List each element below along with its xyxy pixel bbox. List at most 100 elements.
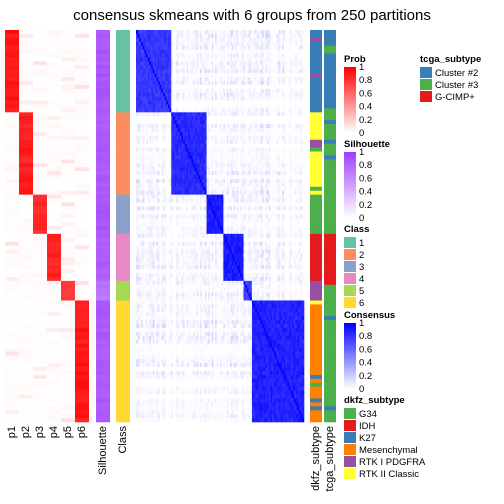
consensus-cell (194, 92, 197, 97)
consensus-cell (184, 92, 187, 97)
consensus-cell (253, 73, 256, 78)
consensus-cell (184, 104, 187, 109)
consensus-cell (258, 171, 261, 176)
consensus-cell (272, 155, 275, 160)
consensus-cell (186, 30, 189, 35)
consensus-cell (241, 131, 244, 137)
consensus-cell (268, 41, 271, 46)
prob-cell (5, 116, 19, 121)
consensus-cell (243, 182, 246, 188)
consensus-cell (193, 112, 196, 117)
consensus-cell (204, 33, 207, 39)
consensus-cell (268, 167, 271, 172)
consensus-cell (287, 163, 290, 168)
consensus-cell (225, 167, 228, 172)
prob-cell (5, 171, 19, 176)
consensus-cell (272, 159, 275, 164)
consensus-cell (288, 108, 291, 113)
consensus-cell (139, 135, 142, 141)
consensus-cell (295, 182, 298, 188)
prob-cell (33, 88, 47, 94)
consensus-cell (221, 57, 224, 62)
consensus-cell (194, 84, 197, 90)
consensus-cell (169, 124, 172, 129)
consensus-cell (162, 77, 165, 82)
consensus-cell (199, 182, 202, 188)
consensus-cell (241, 92, 244, 97)
consensus-cell (275, 88, 278, 94)
consensus-cell (213, 61, 216, 66)
prob-cell (47, 108, 61, 113)
consensus-cell (203, 143, 206, 148)
consensus-cell (231, 190, 234, 195)
consensus-cell (201, 33, 204, 39)
consensus-cell (268, 171, 271, 176)
consensus-cell (159, 171, 162, 176)
consensus-cell (186, 186, 189, 192)
consensus-cell (253, 120, 256, 125)
consensus-cell (157, 69, 160, 74)
prob-cell (61, 45, 75, 50)
consensus-cell (201, 124, 204, 129)
consensus-cell (154, 37, 157, 43)
consensus-cell (183, 131, 186, 137)
consensus-cell (251, 77, 254, 82)
consensus-cell (196, 167, 199, 172)
consensus-cell (154, 120, 157, 125)
consensus-cell (250, 92, 253, 97)
consensus-cell (295, 128, 298, 133)
consensus-cell (203, 84, 206, 90)
consensus-cell (201, 112, 204, 117)
consensus-cell (288, 61, 291, 66)
prob-cell (47, 206, 61, 211)
consensus-cell (295, 77, 298, 82)
consensus-cell (260, 155, 263, 160)
consensus-cell (206, 190, 209, 195)
consensus-cell (186, 112, 189, 117)
consensus-cell (171, 69, 174, 74)
consensus-cell (208, 45, 211, 50)
consensus-cell (196, 37, 199, 43)
consensus-cell (203, 186, 206, 192)
consensus-cell (282, 112, 285, 117)
consensus-cell (186, 33, 189, 39)
consensus-cell (196, 139, 199, 144)
consensus-cell (199, 159, 202, 164)
consensus-cell (263, 41, 266, 46)
consensus-cell (204, 186, 207, 192)
consensus-cell (171, 128, 174, 133)
consensus-cell (220, 155, 222, 160)
consensus-cell (147, 49, 150, 54)
silhouette-cell (96, 69, 110, 74)
prob-cell (33, 253, 47, 258)
consensus-cell (293, 37, 296, 43)
consensus-cell (235, 135, 238, 141)
consensus-cell (142, 80, 145, 86)
prob-cell (5, 104, 19, 109)
prob-cell (47, 159, 61, 164)
consensus-cell (218, 186, 221, 192)
consensus-cell (208, 171, 211, 176)
consensus-cell (204, 139, 207, 144)
consensus-cell (223, 73, 226, 78)
consensus-cell (162, 96, 165, 101)
consensus-cell (209, 73, 212, 78)
consensus-cell (267, 190, 270, 195)
consensus-cell (290, 135, 293, 141)
consensus-cell (260, 178, 263, 184)
consensus-cell (221, 131, 224, 137)
consensus-cell (164, 80, 167, 86)
consensus-cell (147, 41, 150, 46)
consensus-cell (181, 57, 184, 62)
prob-cell (61, 116, 75, 121)
consensus-cell (223, 57, 226, 62)
consensus-cell (240, 131, 243, 137)
consensus-cell (251, 151, 254, 156)
consensus-cell (262, 53, 264, 58)
consensus-cell (283, 92, 286, 97)
prob-cell (5, 143, 19, 148)
consensus-cell (221, 61, 224, 66)
consensus-cell (243, 104, 246, 109)
consensus-cell (136, 88, 138, 94)
consensus-cell (236, 53, 239, 58)
